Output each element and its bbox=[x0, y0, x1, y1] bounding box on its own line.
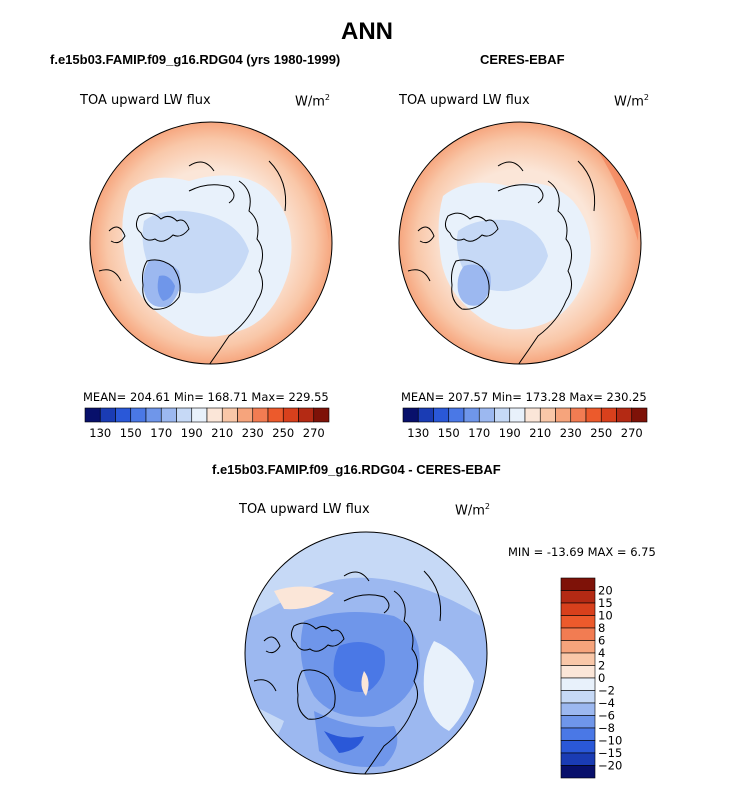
colorbar-tick-label: −4 bbox=[598, 696, 615, 710]
colorbar-tick-label: 230 bbox=[560, 426, 582, 440]
colorbar-swatch bbox=[560, 752, 596, 766]
colorbar-swatch bbox=[494, 407, 511, 423]
model-colorbar: 130 150 170 190 210 230 250 270 bbox=[84, 407, 330, 440]
colorbar-tick-label: 6 bbox=[598, 634, 605, 648]
colorbar-swatch bbox=[221, 407, 238, 423]
colorbar-swatch bbox=[115, 407, 132, 423]
colorbar-tick-label: 170 bbox=[150, 426, 172, 440]
colorbar-swatch bbox=[560, 640, 596, 654]
diff-panel-title: f.e15b03.FAMIP.f09_g16.RDG04 - CERES-EBA… bbox=[212, 462, 501, 477]
colorbar-swatch bbox=[560, 740, 596, 754]
colorbar-tick-label: 150 bbox=[120, 426, 142, 440]
colorbar-tick-label: 8 bbox=[598, 621, 605, 635]
obs-stats: MEAN= 207.57 Min= 173.28 Max= 230.25 bbox=[401, 390, 647, 404]
colorbar-tick-label: 130 bbox=[89, 426, 111, 440]
colorbar-swatch bbox=[84, 407, 101, 423]
colorbar-tick-label: 20 bbox=[598, 584, 613, 598]
colorbar-tick-label: 15 bbox=[598, 596, 613, 610]
colorbar-tick-label: 230 bbox=[242, 426, 264, 440]
colorbar-swatch bbox=[313, 407, 330, 423]
colorbar-swatch bbox=[191, 407, 208, 423]
colorbar-tick-label: 250 bbox=[590, 426, 612, 440]
obs-variable-label: TOA upward LW flux bbox=[399, 93, 530, 108]
colorbar-swatch bbox=[176, 407, 193, 423]
colorbar-swatch bbox=[448, 407, 465, 423]
colorbar-swatch bbox=[560, 727, 596, 741]
colorbar-tick-label: −10 bbox=[598, 734, 622, 748]
diff-variable-label: TOA upward LW flux bbox=[239, 502, 370, 517]
colorbar-tick-label: 0 bbox=[598, 671, 605, 685]
colorbar-tick-label: 250 bbox=[272, 426, 294, 440]
colorbar-tick-label: 150 bbox=[438, 426, 460, 440]
colorbar-swatch bbox=[478, 407, 495, 423]
colorbar-swatch bbox=[560, 677, 596, 691]
colorbar-swatch bbox=[237, 407, 254, 423]
colorbar-swatch bbox=[555, 407, 572, 423]
colorbar-swatch bbox=[560, 715, 596, 729]
colorbar-swatch bbox=[160, 407, 177, 423]
colorbar-swatch bbox=[560, 615, 596, 629]
colorbar-swatch bbox=[560, 652, 596, 666]
colorbar-swatch bbox=[524, 407, 541, 423]
colorbar-swatch bbox=[130, 407, 147, 423]
colorbar-tick-label: 210 bbox=[529, 426, 551, 440]
colorbar-tick-label: −15 bbox=[598, 746, 622, 760]
colorbar-swatch bbox=[560, 765, 596, 779]
colorbar-swatch bbox=[616, 407, 633, 423]
colorbar-swatch bbox=[539, 407, 556, 423]
colorbar-swatch bbox=[509, 407, 526, 423]
colorbar-tick-label: −8 bbox=[598, 721, 615, 735]
diff-units-label: W/m2 bbox=[455, 502, 490, 519]
diff-polar-map bbox=[244, 531, 488, 775]
colorbar-swatch bbox=[463, 407, 480, 423]
colorbar-tick-label: 190 bbox=[499, 426, 521, 440]
colorbar-swatch bbox=[206, 407, 223, 423]
colorbar-tick-label: −20 bbox=[598, 759, 622, 773]
model-stats: MEAN= 204.61 Min= 168.71 Max= 229.55 bbox=[83, 390, 329, 404]
colorbar-swatch bbox=[298, 407, 315, 423]
colorbar-swatch bbox=[560, 665, 596, 679]
model-variable-label: TOA upward LW flux bbox=[80, 93, 211, 108]
colorbar-swatch bbox=[631, 407, 648, 423]
colorbar-swatch bbox=[433, 407, 450, 423]
colorbar-swatch bbox=[570, 407, 587, 423]
colorbar-swatch bbox=[560, 590, 596, 604]
colorbar-tick-label: −6 bbox=[598, 709, 615, 723]
colorbar-swatch bbox=[600, 407, 617, 423]
page-title: ANN bbox=[341, 18, 393, 45]
model-units-label: W/m2 bbox=[295, 93, 330, 110]
colorbar-swatch bbox=[560, 627, 596, 641]
obs-colorbar: 130 150 170 190 210 230 250 270 bbox=[402, 407, 648, 440]
obs-units-label: W/m2 bbox=[614, 93, 649, 110]
colorbar-tick-label: −2 bbox=[598, 684, 615, 698]
colorbar-swatch bbox=[252, 407, 269, 423]
colorbar-swatch bbox=[417, 407, 434, 423]
model-polar-map bbox=[89, 121, 333, 365]
colorbar-swatch bbox=[560, 602, 596, 616]
colorbar-tick-label: 10 bbox=[598, 609, 613, 623]
colorbar-swatch bbox=[560, 577, 596, 591]
colorbar-swatch bbox=[145, 407, 162, 423]
colorbar-swatch bbox=[585, 407, 602, 423]
colorbar-tick-label: 190 bbox=[181, 426, 203, 440]
colorbar-swatch bbox=[267, 407, 284, 423]
colorbar-swatch bbox=[402, 407, 419, 423]
colorbar-swatch bbox=[560, 690, 596, 704]
colorbar-tick-label: 270 bbox=[621, 426, 643, 440]
colorbar-swatch bbox=[99, 407, 116, 423]
colorbar-swatch bbox=[560, 702, 596, 716]
colorbar-tick-label: 270 bbox=[303, 426, 325, 440]
colorbar-tick-label: 170 bbox=[468, 426, 490, 440]
colorbar-tick-label: 130 bbox=[407, 426, 429, 440]
diff-stats: MIN = -13.69 MAX = 6.75 bbox=[508, 545, 656, 559]
obs-panel-title: CERES-EBAF bbox=[480, 52, 565, 67]
colorbar-tick-label: 4 bbox=[598, 646, 605, 660]
obs-polar-map bbox=[398, 121, 642, 365]
colorbar-tick-label: 210 bbox=[211, 426, 233, 440]
model-panel-title: f.e15b03.FAMIP.f09_g16.RDG04 (yrs 1980-1… bbox=[50, 52, 341, 67]
colorbar-tick-label: 2 bbox=[598, 659, 605, 673]
colorbar-swatch bbox=[282, 407, 299, 423]
